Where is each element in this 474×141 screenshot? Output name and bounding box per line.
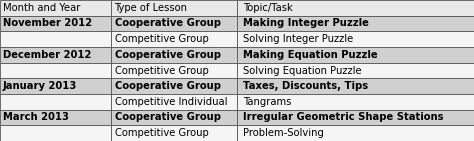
Text: Competitive Group: Competitive Group [115,66,208,75]
Text: Competitive Group: Competitive Group [115,34,208,44]
Bar [111,0,237,16]
Text: Cooperative Group: Cooperative Group [115,81,220,91]
Bar [111,16,237,31]
Text: Competitive Individual: Competitive Individual [115,97,227,107]
Bar [111,125,237,141]
Bar [237,110,474,125]
Text: Solving Integer Puzzle: Solving Integer Puzzle [243,34,353,44]
Bar [237,31,474,47]
Bar [0,78,111,94]
Bar [237,125,474,141]
Bar [0,0,111,16]
Text: Competitive Group: Competitive Group [115,128,208,138]
Bar [0,63,111,78]
Text: Tangrams: Tangrams [243,97,292,107]
Bar [237,16,474,31]
Text: November 2012: November 2012 [3,18,92,28]
Text: December 2012: December 2012 [3,50,91,60]
Text: Problem-Solving: Problem-Solving [243,128,324,138]
Text: Irregular Geometric Shape Stations: Irregular Geometric Shape Stations [243,113,443,123]
Bar [237,78,474,94]
Text: Topic/Task: Topic/Task [243,3,292,13]
Bar [111,31,237,47]
Text: Type of Lesson: Type of Lesson [115,3,188,13]
Text: Cooperative Group: Cooperative Group [115,50,220,60]
Bar [0,125,111,141]
Text: Making Equation Puzzle: Making Equation Puzzle [243,50,378,60]
Bar [111,110,237,125]
Bar [0,47,111,63]
Bar [237,94,474,110]
Text: Solving Equation Puzzle: Solving Equation Puzzle [243,66,362,75]
Bar [111,94,237,110]
Text: Taxes, Discounts, Tips: Taxes, Discounts, Tips [243,81,368,91]
Bar [0,31,111,47]
Bar [0,16,111,31]
Text: January 2013: January 2013 [3,81,77,91]
Bar [237,0,474,16]
Bar [111,47,237,63]
Text: Cooperative Group: Cooperative Group [115,18,220,28]
Bar [111,63,237,78]
Bar [0,94,111,110]
Bar [111,78,237,94]
Bar [237,63,474,78]
Bar [0,110,111,125]
Text: March 2013: March 2013 [3,113,69,123]
Text: Cooperative Group: Cooperative Group [115,113,220,123]
Text: Making Integer Puzzle: Making Integer Puzzle [243,18,369,28]
Bar [237,47,474,63]
Text: Month and Year: Month and Year [3,3,80,13]
